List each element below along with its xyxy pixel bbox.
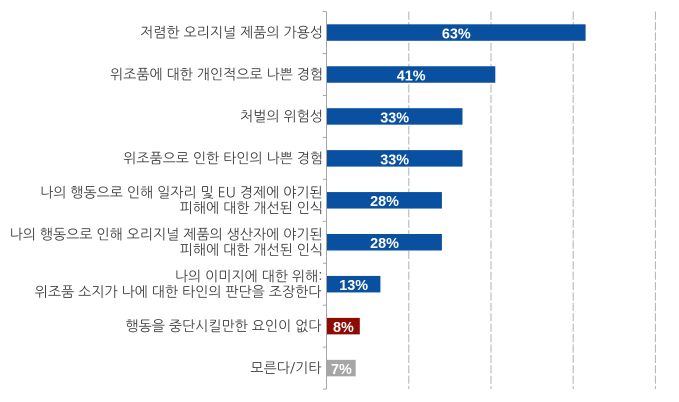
svg-text:33%: 33% bbox=[380, 110, 409, 126]
svg-text:41%: 41% bbox=[397, 68, 426, 84]
svg-text:28%: 28% bbox=[370, 194, 399, 210]
svg-text:7%: 7% bbox=[331, 362, 352, 378]
svg-text:8%: 8% bbox=[333, 320, 354, 336]
svg-text:33%: 33% bbox=[380, 152, 409, 168]
svg-text:63%: 63% bbox=[442, 26, 471, 42]
svg-text:28%: 28% bbox=[370, 236, 399, 252]
svg-text:13%: 13% bbox=[339, 278, 368, 294]
